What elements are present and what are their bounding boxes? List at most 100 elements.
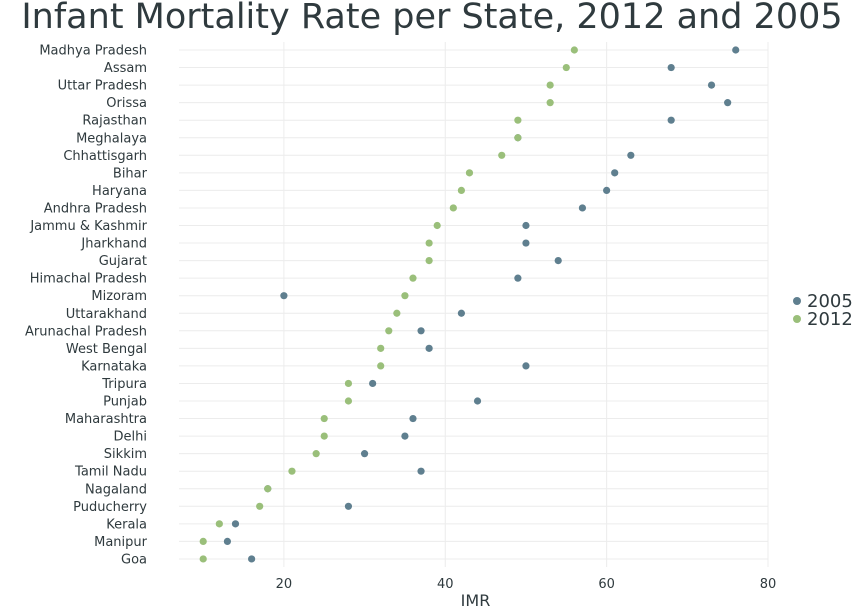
- state-label: Bihar: [113, 166, 148, 181]
- point-2005: [369, 379, 377, 388]
- point-2012: [514, 116, 522, 124]
- point-2005: [522, 221, 530, 230]
- legend-label: 2005: [807, 291, 853, 312]
- point-2012: [288, 467, 296, 475]
- point-2012: [377, 344, 385, 352]
- point-2005: [457, 309, 465, 317]
- point-2005: [522, 362, 530, 370]
- point-2012: [215, 520, 223, 528]
- point-2005: [409, 414, 417, 423]
- point-2012: [449, 204, 457, 212]
- point-2005: [514, 274, 522, 282]
- point-2005: [627, 151, 635, 159]
- point-2012: [425, 239, 433, 247]
- state-label: Kerala: [106, 517, 147, 532]
- chart-title: Infant Mortality Rate per State, 2012 an…: [21, 0, 843, 37]
- state-label: Madhya Pradesh: [39, 44, 147, 59]
- state-label: Nagaland: [85, 482, 147, 497]
- state-label: Himachal Pradesh: [30, 272, 147, 287]
- point-2012: [570, 46, 578, 54]
- state-label: Chhattisgarh: [63, 149, 147, 164]
- legend-marker: [793, 315, 801, 323]
- point-2012: [409, 274, 417, 282]
- point-2005: [667, 116, 675, 124]
- point-2012: [433, 221, 441, 230]
- point-2005: [280, 292, 288, 300]
- point-2005: [732, 46, 740, 54]
- point-2012: [256, 502, 264, 510]
- state-label: Jharkhand: [80, 237, 147, 252]
- state-label: Punjab: [103, 395, 147, 410]
- point-2012: [514, 134, 522, 142]
- state-label: Jammu & Kashmir: [29, 219, 147, 234]
- point-2012: [199, 537, 207, 546]
- point-2012: [401, 292, 409, 300]
- state-label: Sikkim: [104, 447, 147, 462]
- point-2012: [546, 81, 554, 89]
- point-2005: [360, 450, 369, 458]
- point-2005: [578, 204, 587, 212]
- point-2012: [562, 63, 570, 72]
- point-2005: [611, 169, 619, 177]
- x-axis-title: IMR: [461, 591, 491, 610]
- point-2005: [223, 537, 232, 546]
- point-2012: [320, 414, 328, 423]
- state-label: Uttarakhand: [66, 307, 147, 322]
- legend-marker: [793, 297, 801, 305]
- point-2005: [401, 432, 409, 440]
- state-label: Tamil Nadu: [74, 465, 147, 480]
- state-label: Gujarat: [99, 254, 147, 269]
- state-label: Tripura: [101, 377, 147, 392]
- point-2012: [393, 309, 401, 317]
- state-label: Maharashtra: [65, 412, 147, 427]
- state-label: Goa: [121, 552, 147, 567]
- state-label: Karnataka: [81, 359, 147, 374]
- state-label: Rajasthan: [82, 114, 147, 129]
- state-label: Haryana: [92, 184, 147, 199]
- x-axis-ticks: 20 40 60 80: [276, 577, 777, 592]
- point-2005: [344, 502, 353, 510]
- point-2012: [498, 151, 506, 159]
- point-2005: [417, 327, 425, 335]
- state-label: Delhi: [114, 430, 147, 445]
- state-label: Mizoram: [91, 289, 147, 304]
- x-tick-label: 60: [598, 577, 615, 592]
- point-2012: [320, 432, 328, 440]
- point-2005: [667, 63, 675, 72]
- point-2005: [522, 239, 530, 247]
- legend-label: 2012: [807, 309, 853, 330]
- state-label: Uttar Pradesh: [58, 79, 147, 94]
- point-2005: [425, 344, 433, 352]
- point-2012: [377, 362, 385, 370]
- point-2012: [199, 555, 207, 563]
- x-tick-label: 80: [760, 577, 777, 592]
- point-2012: [425, 257, 433, 265]
- x-tick-label: 40: [437, 577, 454, 592]
- state-label: Andhra Pradesh: [44, 201, 147, 216]
- data-points: [199, 46, 740, 563]
- point-2012: [264, 485, 272, 493]
- point-2005: [417, 467, 425, 475]
- point-2005: [724, 99, 732, 107]
- point-2005: [231, 520, 240, 528]
- state-label: Manipur: [94, 535, 148, 550]
- point-2012: [385, 327, 393, 335]
- point-2005: [707, 81, 716, 89]
- point-2012: [546, 99, 554, 107]
- state-label: Arunachal Pradesh: [25, 324, 147, 339]
- state-label: West Bengal: [66, 342, 147, 357]
- legend-item-2005[interactable]: 2005: [793, 291, 853, 312]
- point-2012: [344, 379, 353, 388]
- point-2005: [473, 397, 482, 405]
- state-label: Assam: [104, 61, 147, 76]
- point-2005: [603, 186, 611, 194]
- point-2012: [457, 186, 465, 194]
- point-2012: [312, 450, 320, 458]
- point-2012: [344, 397, 353, 405]
- gridlines: [179, 42, 769, 567]
- legend-item-2012[interactable]: 2012: [793, 309, 853, 330]
- state-label: Puducherry: [73, 500, 147, 515]
